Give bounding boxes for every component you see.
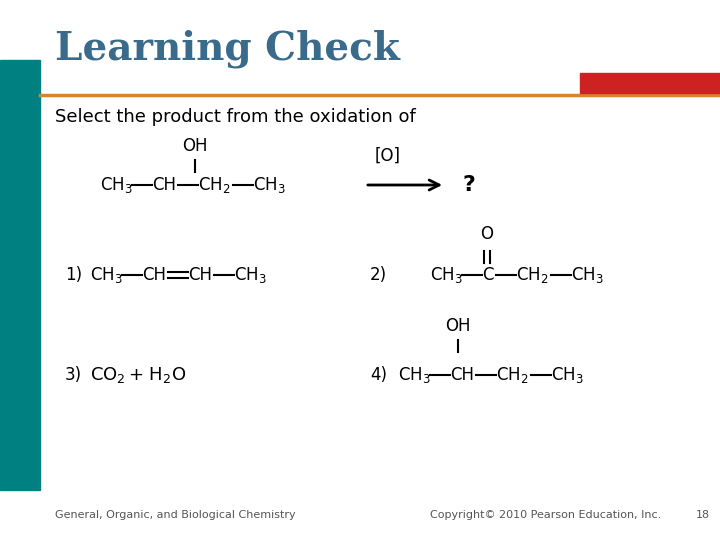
Text: 2): 2): [370, 266, 387, 284]
Text: 3): 3): [65, 366, 82, 384]
Text: CH$_2$: CH$_2$: [516, 265, 549, 285]
Bar: [0, 60, 40, 490]
Text: 18: 18: [696, 510, 710, 520]
Text: 1): 1): [65, 266, 82, 284]
Text: General, Organic, and Biological Chemistry: General, Organic, and Biological Chemist…: [55, 510, 296, 520]
Text: CH$_3$: CH$_3$: [100, 175, 132, 195]
Text: OH: OH: [182, 137, 208, 155]
Text: CH$_3$: CH$_3$: [253, 175, 286, 195]
Text: CH$_3$: CH$_3$: [551, 365, 584, 385]
Text: OH: OH: [445, 317, 471, 335]
Text: CH: CH: [450, 366, 474, 384]
Text: CH$_3$: CH$_3$: [430, 265, 463, 285]
Text: [O]: [O]: [375, 147, 401, 165]
Text: CH$_3$: CH$_3$: [571, 265, 604, 285]
Text: CH: CH: [142, 266, 166, 284]
Text: CH$_2$: CH$_2$: [496, 365, 528, 385]
Text: Copyright© 2010 Pearson Education, Inc.: Copyright© 2010 Pearson Education, Inc.: [430, 510, 661, 520]
Text: CH: CH: [188, 266, 212, 284]
Text: Select the product from the oxidation of: Select the product from the oxidation of: [55, 108, 415, 126]
Text: CH$_3$: CH$_3$: [398, 365, 431, 385]
Text: CO$_2$: CO$_2$: [90, 365, 126, 385]
Text: 4): 4): [370, 366, 387, 384]
Text: CH$_2$: CH$_2$: [198, 175, 230, 195]
Text: CH$_3$: CH$_3$: [234, 265, 267, 285]
Bar: [580, 73, 720, 93]
Text: CH: CH: [152, 176, 176, 194]
Text: ?: ?: [462, 175, 475, 195]
Text: C: C: [482, 266, 493, 284]
Text: CH$_3$: CH$_3$: [90, 265, 123, 285]
Text: Learning Check: Learning Check: [55, 30, 400, 69]
Text: O: O: [480, 225, 493, 243]
Text: + H$_2$O: + H$_2$O: [128, 365, 186, 385]
